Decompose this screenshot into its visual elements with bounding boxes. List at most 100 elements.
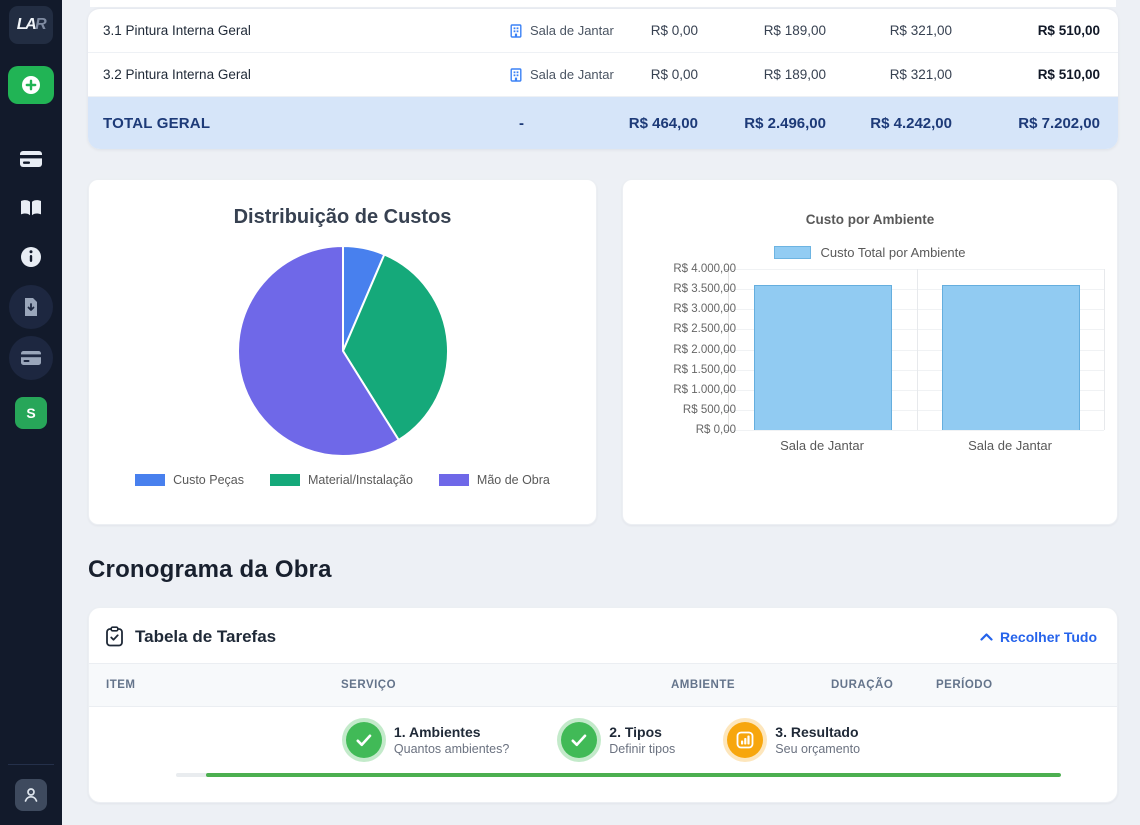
total-pecas-value: R$ 464,00 xyxy=(628,114,698,132)
legend-label: Mão de Obra xyxy=(476,473,550,487)
sidebar-item-info[interactable] xyxy=(8,236,54,278)
y-axis-tick-label: R$ 4.000,00 xyxy=(673,263,736,275)
building-icon xyxy=(509,67,523,82)
service-name: 3.1 Pintura Interna Geral xyxy=(103,23,251,38)
pie-slice-1[interactable] xyxy=(341,253,449,442)
check-icon xyxy=(561,722,598,758)
info-circle-icon xyxy=(20,246,42,268)
bar-1[interactable] xyxy=(942,285,1080,430)
legend-item[interactable]: Mão de Obra xyxy=(438,473,550,487)
person-icon xyxy=(22,786,40,804)
material-value: R$ 189,00 xyxy=(763,23,826,38)
tasks-table-title: Tabela de Tarefas xyxy=(135,626,277,646)
total-ambiente-dash: - xyxy=(519,114,524,132)
step-ambientes[interactable]: 1. Ambientes Quantos ambientes? xyxy=(345,722,509,758)
collapse-all-button[interactable]: Recolher Tudo xyxy=(980,629,1097,645)
step-tipos[interactable]: 2. Tipos Definir tipos xyxy=(561,722,675,758)
pie-slice-2[interactable] xyxy=(236,245,400,457)
y-axis-tick-label: R$ 1.500,00 xyxy=(673,363,736,376)
page-section-title: Cronograma da Obra xyxy=(88,556,332,583)
legend-swatch xyxy=(135,474,166,486)
sidebar-item-catalog[interactable] xyxy=(8,187,54,229)
legend-label: Custo Total por Ambiente xyxy=(820,245,966,260)
column-periodo: PERÍODO xyxy=(936,679,993,691)
new-budget-button[interactable] xyxy=(8,66,54,104)
sidebar: LA R S xyxy=(0,0,62,825)
sidebar-item-cards[interactable] xyxy=(9,336,53,380)
total-mao-de-obra-value: R$ 4.242,00 xyxy=(870,114,952,132)
workspace-badge[interactable]: S xyxy=(15,397,47,429)
legend-item[interactable]: Material/Instalação xyxy=(269,473,413,487)
step-title: 2. Tipos xyxy=(609,724,662,740)
column-item: ITEM xyxy=(106,679,136,691)
legend-label: Custo Peças xyxy=(173,473,244,487)
bar-chart-legend[interactable]: Custo Total por Ambiente xyxy=(623,245,1117,260)
y-axis-tick-label: R$ 3.500,00 xyxy=(673,283,736,296)
step-title: 3. Resultado xyxy=(775,724,859,740)
column-ambiente: AMBIENTE xyxy=(671,679,736,691)
cost-per-ambiente-card: Custo por Ambiente Custo Total por Ambie… xyxy=(622,179,1118,525)
card-icon xyxy=(20,350,42,366)
table-row[interactable]: 3.2 Pintura Interna Geral Sala de Jantar… xyxy=(88,53,1118,97)
logo-text-dim: R xyxy=(35,16,47,33)
service-name: 3.2 Pintura Interna Geral xyxy=(103,67,251,82)
plus-circle-icon xyxy=(20,74,42,96)
step-subtitle: Seu orçamento xyxy=(775,742,861,756)
user-profile-button[interactable] xyxy=(15,779,47,811)
wizard-progress-fill xyxy=(206,773,1061,777)
total-material-value: R$ 2.496,00 xyxy=(744,114,826,132)
step-subtitle: Definir tipos xyxy=(609,742,676,756)
chevron-up-icon xyxy=(980,632,993,641)
custo-pecas-value: R$ 0,00 xyxy=(650,67,698,82)
bar-chart-title: Custo por Ambiente xyxy=(805,212,935,227)
pie-chart[interactable] xyxy=(234,242,452,460)
y-axis-tick-label: R$ 2.500,00 xyxy=(673,323,736,336)
cost-distribution-card: Distribuição de Custos Custo Peças Materi… xyxy=(88,179,597,525)
legend-swatch xyxy=(438,474,469,486)
custo-pecas-value: R$ 0,00 xyxy=(650,23,698,38)
ambiente-label: Sala de Jantar xyxy=(530,67,614,82)
check-icon xyxy=(345,722,382,758)
wizard-stepper: 1. Ambientes Quantos ambientes? 2. Tipos… xyxy=(89,722,1117,758)
y-axis-tick-label: R$ 2.000,00 xyxy=(673,343,736,356)
y-axis-tick-label: R$ 1.000,00 xyxy=(673,383,736,396)
sidebar-item-payments[interactable] xyxy=(8,138,54,180)
legend-item[interactable]: Custo Peças xyxy=(135,473,244,487)
wizard-progress-bar xyxy=(176,773,1061,777)
step-resultado[interactable]: 3. Resultado Seu orçamento xyxy=(727,722,860,758)
credit-card-icon xyxy=(19,150,43,168)
column-duracao: DURAÇÃO xyxy=(831,679,894,691)
app-logo[interactable]: LA R xyxy=(9,6,53,44)
main-content: 3.1 Pintura Interna Geral Sala de Jantar… xyxy=(62,0,1140,825)
material-value: R$ 189,00 xyxy=(763,67,826,82)
y-axis-tick-label: R$ 0,00 xyxy=(695,424,736,436)
ambiente-label: Sala de Jantar xyxy=(530,23,614,38)
clipboard-check-icon xyxy=(105,626,124,647)
table-row[interactable]: 3.1 Pintura Interna Geral Sala de Jantar… xyxy=(88,9,1118,53)
total-value: R$ 510,00 xyxy=(1037,67,1100,82)
mao-de-obra-value: R$ 321,00 xyxy=(889,67,952,82)
x-axis-category-label: Sala de Jantar xyxy=(968,438,1052,453)
collapse-all-label: Recolher Tudo xyxy=(1000,628,1097,645)
budget-summary-table: 3.1 Pintura Interna Geral Sala de Jantar… xyxy=(88,8,1118,149)
tasks-column-header: ITEM SERVIÇO AMBIENTE DURAÇÃO PERÍODO xyxy=(89,663,1117,707)
pie-chart-legend: Custo Peças Material/Instalação Mão de Obr… xyxy=(89,473,596,487)
bar-chart[interactable]: R$ 4.000,00 R$ 3.500,00 R$ 3.000,00 R$ 2.50… xyxy=(673,263,1117,453)
tasks-table-card: Tabela de Tarefas Recolher Tudo ITEM SER… xyxy=(88,607,1118,803)
pie-chart-title: Distribuição de Custos xyxy=(233,206,452,228)
total-geral-label: TOTAL GERAL xyxy=(103,114,211,132)
sidebar-item-export[interactable] xyxy=(9,285,53,329)
total-geral-row: TOTAL GERAL - R$ 464,00 R$ 2.496,00 R$ 4… xyxy=(88,97,1118,149)
scrolled-row-remnant xyxy=(90,0,1116,7)
logo-text: LA xyxy=(16,16,37,33)
bar-chart-icon xyxy=(727,722,764,758)
file-download-icon xyxy=(22,297,40,317)
legend-label: Material/Instalação xyxy=(307,473,413,487)
legend-swatch xyxy=(269,474,300,486)
bar-0[interactable] xyxy=(754,285,892,430)
y-axis-tick-label: R$ 500,00 xyxy=(682,403,736,416)
y-axis-tick-label: R$ 3.000,00 xyxy=(673,303,736,316)
legend-swatch xyxy=(774,246,812,259)
x-axis-category-label: Sala de Jantar xyxy=(780,438,864,453)
total-geral-value: R$ 7.202,00 xyxy=(1018,114,1100,132)
